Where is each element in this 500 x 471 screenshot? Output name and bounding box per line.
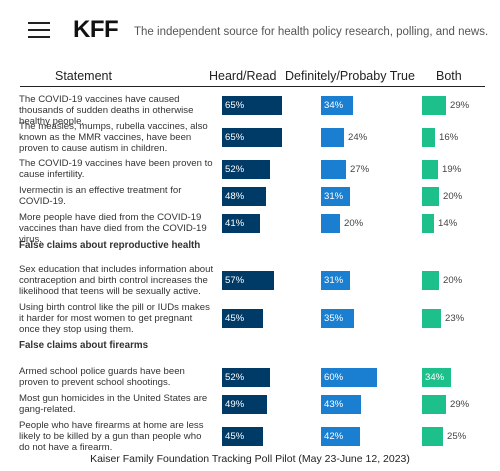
- heard-value-label: 41%: [225, 217, 245, 229]
- both-value-label: 23%: [445, 312, 465, 324]
- true-bar: [321, 394, 361, 414]
- heard-value-label: 45%: [225, 430, 245, 442]
- true-bar: [321, 270, 350, 290]
- both-bar: [422, 213, 434, 233]
- both-value-label: 29%: [450, 99, 470, 111]
- statement-label: Sex education that includes information …: [19, 263, 214, 297]
- both-bar: [422, 308, 441, 328]
- true-bar: [321, 159, 346, 179]
- heard-value-label: 57%: [225, 274, 245, 286]
- true-bar: [321, 213, 340, 233]
- true-bar: [321, 186, 350, 206]
- both-bar: [422, 394, 446, 414]
- both-bar: [422, 270, 439, 290]
- both-value-label: 20%: [443, 274, 463, 286]
- hamburger-menu-icon[interactable]: [24, 18, 54, 42]
- true-value-label: 20%: [344, 217, 364, 229]
- heard-bar: [222, 95, 282, 115]
- heard-value-label: 48%: [225, 190, 245, 202]
- statement-label: The COVID-19 vaccines have been proven t…: [19, 158, 213, 180]
- true-bar: [321, 367, 377, 387]
- site-header: KFF The independent source for health po…: [0, 0, 500, 62]
- heard-bar: [222, 367, 270, 387]
- header-divider: [20, 86, 485, 87]
- true-value-label: 24%: [348, 131, 368, 143]
- chart-source-footer: Kaiser Family Foundation Tracking Poll P…: [90, 453, 410, 465]
- heard-bar: [222, 394, 267, 414]
- true-bar: [321, 308, 354, 328]
- statement-label: Using birth control like the pill or IUD…: [19, 301, 210, 335]
- both-bar: [422, 127, 435, 147]
- statement-label: The measles, mumps, rubella vaccines, al…: [19, 120, 208, 154]
- true-value-label: 31%: [324, 190, 344, 202]
- column-header-heard: Heard/Read: [209, 69, 277, 83]
- statement-label: More people have died from the COVID-19 …: [19, 212, 207, 245]
- statement-label: Armed school police guards have been pro…: [19, 366, 185, 388]
- statement-label: Most gun homicides in the United States …: [19, 393, 208, 415]
- heard-value-label: 45%: [225, 312, 245, 324]
- heard-value-label: 52%: [225, 371, 245, 383]
- heard-bar: [222, 308, 263, 328]
- kff-logo[interactable]: KFF: [73, 16, 119, 43]
- both-value-label: 16%: [439, 131, 459, 143]
- section-title: False claims about firearms: [19, 340, 149, 351]
- statement-label: The COVID-19 vaccines have caused thousa…: [19, 94, 194, 127]
- column-header-true: Definitely/Probaby True: [285, 69, 415, 83]
- true-value-label: 34%: [324, 99, 344, 111]
- statement-label: People who have firearms at home are les…: [19, 419, 204, 453]
- true-value-label: 35%: [324, 312, 344, 324]
- both-value-label: 19%: [442, 163, 462, 175]
- both-bar: [422, 186, 439, 206]
- both-bar: [422, 95, 446, 115]
- both-value-label: 25%: [447, 430, 467, 442]
- heard-bar: [222, 186, 266, 206]
- site-tagline: The independent source for health policy…: [134, 26, 489, 38]
- column-header-both: Both: [436, 69, 462, 83]
- column-header-statement: Statement: [55, 69, 112, 83]
- heard-value-label: 65%: [225, 99, 245, 111]
- heard-bar: [222, 426, 263, 446]
- both-bar: [422, 367, 451, 387]
- true-bar: [321, 95, 353, 115]
- both-bar: [422, 426, 443, 446]
- statement-label: Ivermectin is an effective treatment for…: [19, 185, 182, 207]
- true-value-label: 27%: [350, 163, 370, 175]
- heard-bar: [222, 159, 270, 179]
- true-bar: [321, 426, 360, 446]
- both-value-label: 34%: [425, 371, 445, 383]
- heard-value-label: 49%: [225, 398, 245, 410]
- true-value-label: 31%: [324, 274, 344, 286]
- heard-value-label: 65%: [225, 131, 245, 143]
- true-value-label: 42%: [324, 430, 344, 442]
- heard-value-label: 52%: [225, 163, 245, 175]
- both-value-label: 20%: [443, 190, 463, 202]
- both-bar: [422, 159, 438, 179]
- heard-bar: [222, 213, 260, 233]
- heard-bar: [222, 270, 274, 290]
- true-value-label: 60%: [324, 371, 344, 383]
- heard-bar: [222, 127, 282, 147]
- section-title: False claims about reproductive health: [19, 240, 201, 251]
- both-value-label: 14%: [438, 217, 458, 229]
- both-value-label: 29%: [450, 398, 470, 410]
- true-bar: [321, 127, 344, 147]
- true-value-label: 43%: [324, 398, 344, 410]
